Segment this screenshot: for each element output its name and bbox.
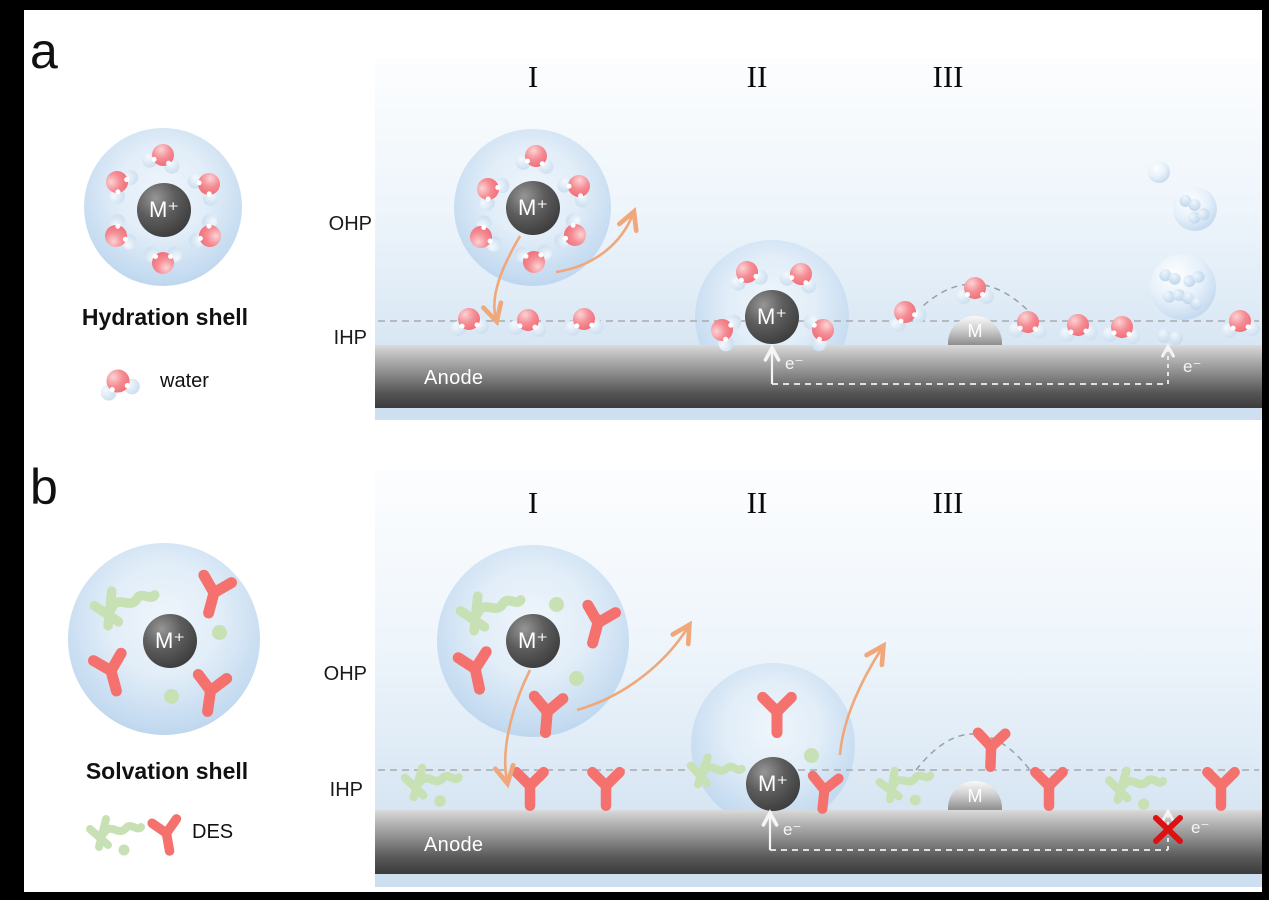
des-hbd-molecule xyxy=(181,662,239,727)
des-hba-molecule xyxy=(1100,760,1168,817)
metal-ion-label: M⁺ xyxy=(757,304,787,329)
stage-1-label-a: I xyxy=(527,59,539,94)
bond-highlight xyxy=(980,292,985,297)
stage-2-label-a: II xyxy=(746,59,768,94)
ohp-label-a: OHP xyxy=(328,213,372,235)
gas-bubble xyxy=(1150,254,1216,320)
electron-label-b-stage3: e⁻ xyxy=(1191,818,1210,837)
electron-label-a-stage2: e⁻ xyxy=(785,354,804,373)
stage-2-label-b: II xyxy=(746,485,768,520)
metal-ion-label: M⁺ xyxy=(149,197,179,222)
metal-ion-b-stage1: M⁺ xyxy=(506,614,560,668)
panel-b-letter: b xyxy=(30,459,58,515)
anode-a xyxy=(375,345,1262,408)
des-hbd-molecule xyxy=(1197,762,1245,818)
des-hbd-molecule xyxy=(798,765,849,823)
anode-b xyxy=(375,810,1262,874)
des-dot xyxy=(548,596,564,612)
anode-label-a: Anode xyxy=(424,367,484,389)
metal-ion-label: M⁺ xyxy=(518,195,548,220)
des-hbd-molecule xyxy=(141,808,193,865)
stage-1-label-b: I xyxy=(527,485,539,520)
des-dot xyxy=(568,670,584,686)
ihp-label-a: IHP xyxy=(333,327,367,349)
metal-ion-label: M⁺ xyxy=(155,628,185,653)
des-hbd-molecule xyxy=(752,686,803,744)
anode-label-b: Anode xyxy=(424,834,484,856)
des-hbd-molecule xyxy=(519,684,574,746)
solvation-shell-title: Solvation shell xyxy=(85,758,249,784)
metal-ion-b-stage2: M⁺ xyxy=(746,757,800,811)
des-hbd-molecule xyxy=(80,640,144,709)
des-dot xyxy=(211,624,227,640)
water-legend-label: water xyxy=(160,370,209,392)
des-hba-molecule xyxy=(397,758,464,814)
des-hba-molecule xyxy=(681,746,748,803)
metal-deposit-label: M xyxy=(967,786,983,806)
metal-ion-a-stage2: M⁺ xyxy=(745,290,799,344)
des-hbd-molecule xyxy=(966,722,1016,779)
des-hbd-molecule xyxy=(582,762,630,818)
stage-3-label-a: III xyxy=(932,59,964,94)
des-dot xyxy=(163,688,179,704)
des-hba-molecule xyxy=(83,810,145,861)
des-legend-label: DES xyxy=(192,821,234,843)
metal-ion-a-stage1: M⁺ xyxy=(506,181,560,235)
bond-highlight xyxy=(153,254,158,259)
electron-label-b-stage2: e⁻ xyxy=(783,820,802,839)
des-hbd-molecule xyxy=(181,562,245,631)
metal-deposit-label: M xyxy=(967,321,983,341)
des-hba-molecule xyxy=(871,758,937,814)
bond-highlight xyxy=(168,254,173,259)
gas-bubble xyxy=(1148,161,1170,183)
ohp-label-b: OHP xyxy=(323,663,367,685)
ihp-label-b: IHP xyxy=(329,779,363,801)
electron-label-a-stage3: e⁻ xyxy=(1183,357,1202,376)
des-hba-molecule xyxy=(449,579,531,650)
des-dot xyxy=(803,747,819,763)
metal-ion-label: M⁺ xyxy=(518,628,548,653)
hydration-shell-title: Hydration shell xyxy=(81,304,249,330)
des-hbd-molecule xyxy=(1025,762,1073,818)
des-hbd-molecule xyxy=(506,762,554,818)
panel-a-letter: a xyxy=(30,23,58,79)
bond-highlight xyxy=(965,292,970,297)
metal-ion-b-legend: M⁺ xyxy=(143,614,197,668)
metal-ion-label: M⁺ xyxy=(758,771,788,796)
metal-ion-a-legend: M⁺ xyxy=(137,183,191,237)
stage-3-label-b: III xyxy=(932,485,964,520)
gas-bubble xyxy=(1173,187,1217,231)
des-hbd-molecule xyxy=(445,639,507,707)
des-hba-molecule xyxy=(83,574,165,645)
